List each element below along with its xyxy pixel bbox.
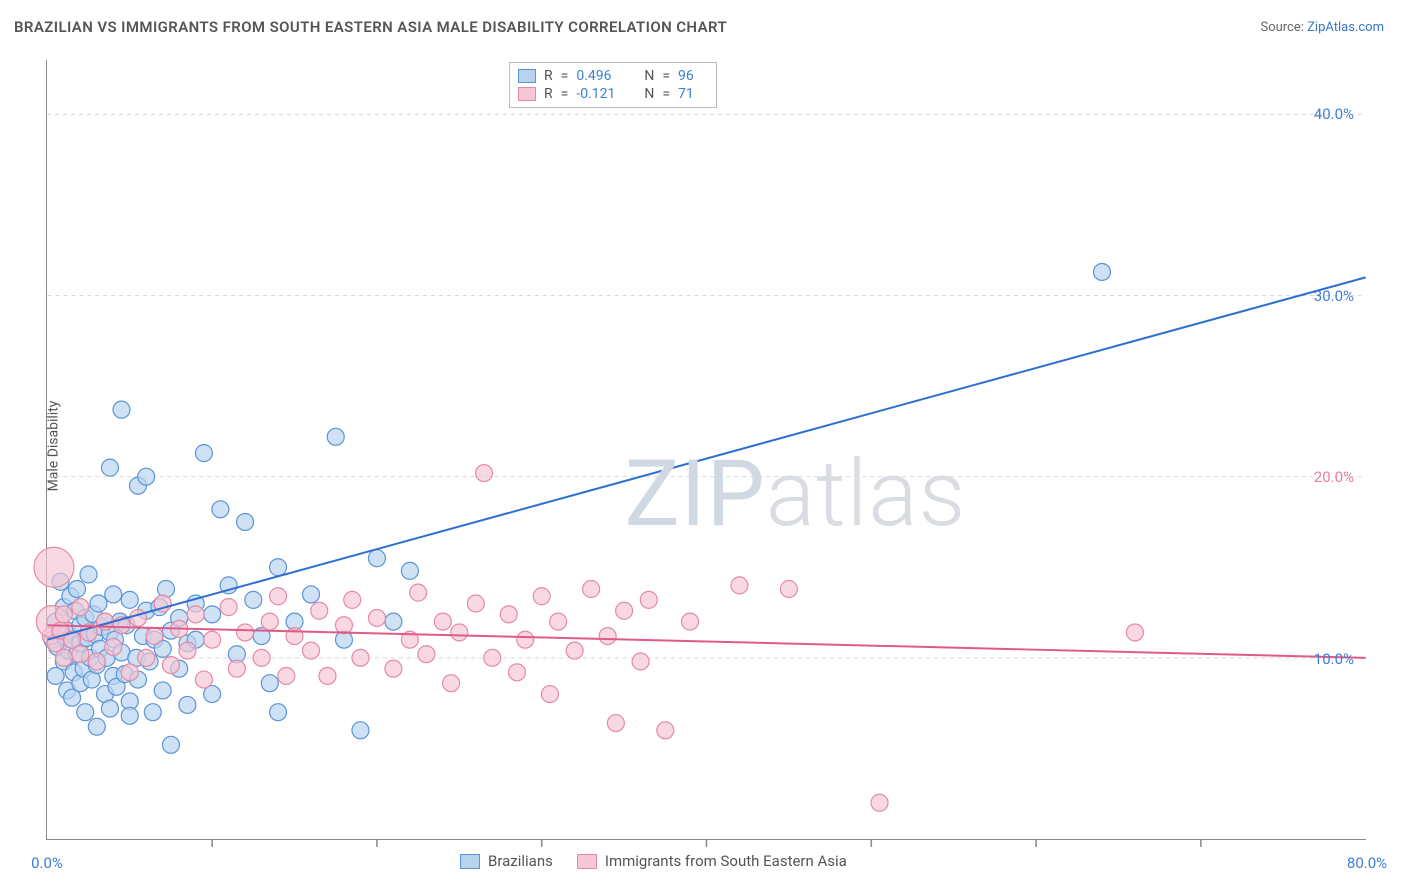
- chart-plot-area: ZIPatlas R=0.496N=96R=-0.121N=71 10.0%20…: [46, 60, 1366, 840]
- legend-swatch: [460, 854, 480, 869]
- n-label: N: [644, 68, 654, 84]
- legend-swatch: [518, 69, 536, 83]
- chart-svg: [47, 60, 1366, 839]
- n-label: N: [644, 86, 654, 102]
- legend-label: Immigrants from South Eastern Asia: [605, 852, 847, 870]
- source-attribution: Source: ZipAtlas.com: [1260, 20, 1384, 35]
- equals-sign: =: [662, 86, 670, 102]
- x-tick-label: 0.0%: [31, 854, 63, 872]
- source-prefix: Source:: [1260, 20, 1307, 35]
- legend-swatch: [518, 87, 536, 101]
- x-tick-label: 80.0%: [1347, 854, 1387, 872]
- legend-item: Brazilians: [460, 852, 553, 870]
- r-label: R: [544, 68, 553, 84]
- series-legend: Brazilians Immigrants from South Eastern …: [460, 852, 847, 870]
- legend-item: Immigrants from South Eastern Asia: [577, 852, 847, 870]
- y-tick-label: 30.0%: [1314, 287, 1354, 305]
- y-tick-label: 20.0%: [1314, 468, 1354, 486]
- equals-sign: =: [662, 68, 670, 84]
- source-link[interactable]: ZipAtlas.com: [1307, 20, 1384, 35]
- correlation-legend-row: R = -0.121 N = 71: [518, 85, 706, 103]
- y-tick-label: 10.0%: [1314, 650, 1354, 668]
- equals-sign: =: [561, 86, 569, 102]
- n-value: 71: [678, 86, 706, 102]
- r-label: R: [544, 86, 553, 102]
- correlation-legend: R = 0.496 N = 96 R = -0.121 N = 71: [509, 62, 717, 108]
- equals-sign: =: [561, 68, 569, 84]
- legend-label: Brazilians: [488, 852, 553, 870]
- chart-title: BRAZILIAN VS IMMIGRANTS FROM SOUTH EASTE…: [14, 18, 727, 36]
- r-value: 0.496: [576, 68, 628, 84]
- legend-swatch: [577, 854, 597, 869]
- r-value: -0.121: [576, 86, 628, 102]
- y-tick-label: 40.0%: [1314, 105, 1354, 123]
- correlation-legend-row: R = 0.496 N = 96: [518, 67, 706, 85]
- n-value: 96: [678, 68, 706, 84]
